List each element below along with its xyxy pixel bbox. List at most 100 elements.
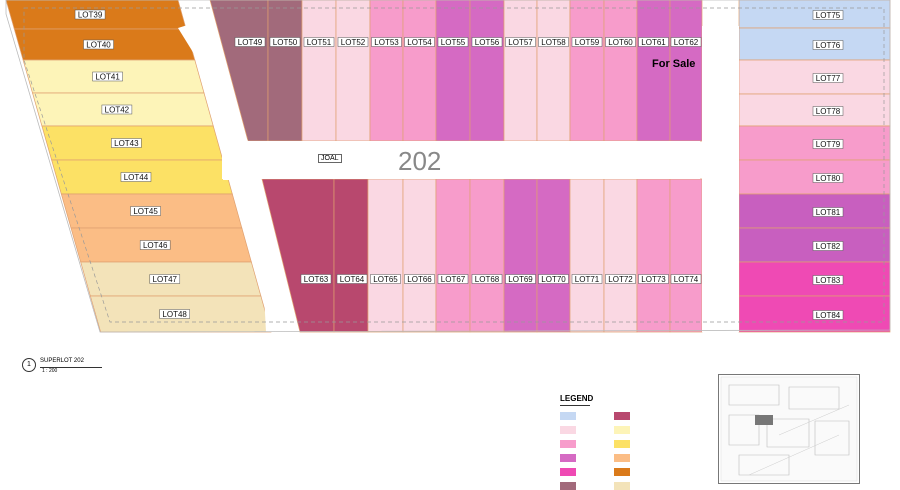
lot-label: LOT51: [307, 38, 332, 47]
lot-label-box: [101, 104, 133, 115]
lot-lot55[interactable]: [435, 0, 471, 142]
lot-lot71[interactable]: [569, 178, 605, 333]
lot-label-box: [538, 37, 569, 47]
legend-swatch: [614, 440, 630, 448]
lot-label: LOT44: [124, 173, 149, 182]
lot-label-box: [812, 310, 844, 320]
lot-label-box: [471, 37, 503, 47]
lot-lot70[interactable]: [536, 178, 571, 333]
lot-label: LOT53: [374, 38, 399, 47]
lot-label-box: [812, 241, 844, 251]
lot-lot56[interactable]: [469, 0, 505, 142]
lot-label: LOT72: [608, 275, 633, 284]
lot-lot59[interactable]: [569, 0, 605, 142]
lot-label: LOT82: [816, 242, 841, 251]
lot-label: LOT45: [133, 207, 158, 216]
lot-lot57[interactable]: [503, 0, 538, 142]
lot-label-box: [130, 206, 161, 216]
legend-swatch: [560, 426, 576, 434]
lot-lot73[interactable]: [636, 178, 671, 333]
lot-label-box: [234, 37, 266, 47]
lot-label-box: [812, 173, 844, 183]
superlot-number: 202: [398, 146, 442, 176]
lot-lot65[interactable]: [367, 178, 404, 333]
boundary-outer: [5, 0, 891, 333]
view-scale: 1 : 200: [42, 368, 58, 374]
lot-lot53[interactable]: [369, 0, 404, 142]
legend-item: [614, 454, 668, 462]
view-number: 1: [22, 358, 36, 372]
lot-lot67[interactable]: [435, 178, 471, 333]
lot-label-box: [269, 37, 301, 47]
lot-label-box: [571, 274, 603, 284]
view-title-underline: [40, 367, 102, 368]
lot-label-box: [812, 106, 844, 116]
road-horizontal: [222, 141, 700, 179]
lot-label-box: [111, 138, 142, 148]
legend-swatch: [560, 468, 576, 476]
location-map-drawing: [720, 376, 858, 482]
lot-label: LOT80: [816, 174, 841, 183]
lot-lot52[interactable]: [335, 0, 371, 142]
lot-label: LOT58: [541, 38, 566, 47]
lot-label-box: [812, 73, 844, 83]
lot-label: LOT75: [816, 11, 841, 20]
lot-label-box: [812, 275, 844, 285]
lot-label-box: [159, 309, 190, 319]
lot-label: LOT69: [508, 275, 533, 284]
for-sale-label: For Sale: [652, 58, 696, 70]
legend-item: [560, 482, 614, 490]
lot-label-box: [812, 10, 844, 20]
lot-label-box: [605, 37, 636, 47]
legend-swatch: [614, 482, 630, 490]
lot-lot58[interactable]: [536, 0, 571, 142]
legend-item: [560, 426, 614, 434]
lot-label: LOT62: [674, 38, 699, 47]
lot-label-box: [404, 37, 435, 47]
lot-label-box: [92, 71, 123, 82]
lot-label: LOT50: [273, 38, 298, 47]
lot-label-box: [74, 9, 106, 20]
lot-label: LOT52: [341, 38, 366, 47]
lot-label: LOT68: [475, 275, 500, 284]
legend-item: [614, 468, 668, 476]
lot-label: LOT76: [816, 41, 841, 50]
lot-label: LOT79: [816, 140, 841, 149]
lot-lot74[interactable]: [669, 178, 703, 333]
legend-swatch: [560, 440, 576, 448]
lot-label: LOT60: [608, 38, 633, 47]
lot-label: LOT55: [441, 38, 466, 47]
legend-item: [560, 412, 614, 420]
lot-lot60[interactable]: [603, 0, 638, 142]
lot-label: LOT43: [114, 139, 139, 148]
lot-label-box: [336, 274, 368, 284]
lot-label: LOT57: [508, 38, 533, 47]
lot-lot68[interactable]: [469, 178, 505, 333]
lot-lot54[interactable]: [402, 0, 437, 142]
legend-item: [614, 412, 668, 420]
lot-lot62[interactable]: [669, 0, 703, 142]
lot-label-box: [638, 37, 669, 47]
lot-lot69[interactable]: [503, 178, 538, 333]
legend: LEGEND: [560, 394, 680, 490]
road-label: JOAL: [318, 154, 342, 163]
lot-lot61[interactable]: [636, 0, 671, 142]
lot-lot66[interactable]: [402, 178, 437, 333]
lot-lot50[interactable]: [267, 0, 303, 142]
legend-rule: [560, 405, 590, 406]
lot-label: LOT78: [816, 107, 841, 116]
lot-lot72[interactable]: [603, 178, 638, 333]
lot-label: LOT41: [95, 73, 120, 82]
lot-label: LOT61: [641, 38, 666, 47]
lot-label-box: [371, 37, 402, 47]
lot-lot51[interactable]: [301, 0, 337, 142]
lot-label: LOT54: [407, 38, 432, 47]
lot-label: LOT74: [674, 275, 699, 284]
legend-grid: [560, 412, 680, 490]
lot-label-box: [149, 274, 181, 284]
legend-title: LEGEND: [560, 394, 594, 403]
lot-label: LOT47: [153, 275, 178, 284]
lot-label-box: [638, 274, 669, 284]
lot-lot64[interactable]: [333, 178, 369, 333]
